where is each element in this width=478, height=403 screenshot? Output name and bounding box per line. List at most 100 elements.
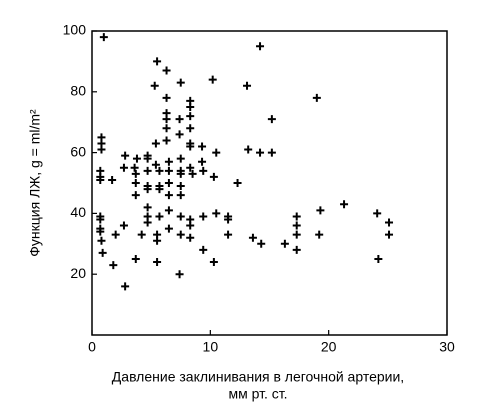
point — [164, 206, 173, 215]
point — [131, 169, 140, 178]
point — [280, 239, 289, 248]
point — [256, 148, 265, 157]
point — [153, 57, 162, 66]
point — [108, 175, 117, 184]
point — [143, 154, 152, 163]
point — [162, 115, 171, 124]
point — [119, 221, 128, 230]
point — [151, 160, 160, 169]
point — [162, 66, 171, 75]
y-axis-label: Функция ЛЖ, g = ml/m² — [27, 109, 43, 257]
point — [155, 166, 164, 175]
point — [162, 136, 171, 145]
point — [164, 157, 173, 166]
point — [175, 270, 184, 279]
point — [176, 191, 185, 200]
point — [99, 33, 108, 42]
point — [175, 115, 184, 124]
point — [199, 245, 208, 254]
point — [175, 130, 184, 139]
point — [162, 93, 171, 102]
point — [131, 191, 140, 200]
y-tick-label: 60 — [70, 143, 86, 159]
point — [186, 112, 195, 121]
point — [373, 209, 382, 218]
point — [164, 224, 173, 233]
point — [186, 221, 195, 230]
x-axis-label: мм рт. ст. — [228, 386, 287, 402]
point — [374, 255, 383, 263]
point — [186, 142, 195, 151]
point — [164, 191, 173, 200]
point — [153, 236, 162, 245]
point — [176, 182, 185, 191]
point — [162, 124, 171, 133]
x-tick-label: 0 — [88, 339, 96, 355]
x-axis-label: Давление заклинивания в легочной артерии… — [112, 369, 404, 385]
point — [164, 179, 173, 187]
point — [199, 212, 208, 221]
x-tick-label: 30 — [439, 339, 455, 355]
x-tick-label: 20 — [321, 339, 337, 355]
point — [132, 154, 141, 163]
point — [130, 163, 139, 172]
point — [137, 230, 146, 239]
point — [224, 215, 233, 224]
point — [121, 282, 130, 291]
point — [176, 230, 185, 239]
point — [96, 175, 105, 184]
point — [176, 78, 185, 87]
point — [150, 81, 159, 90]
point — [257, 239, 266, 248]
point — [199, 166, 208, 175]
plot-frame — [91, 30, 448, 336]
point — [176, 154, 185, 163]
point — [312, 93, 321, 102]
point — [292, 221, 301, 230]
point — [155, 212, 164, 221]
point — [119, 163, 128, 172]
point — [153, 258, 162, 267]
point — [143, 203, 152, 212]
point — [340, 200, 349, 209]
point — [209, 258, 218, 267]
point — [131, 255, 140, 263]
point — [243, 81, 252, 90]
point — [292, 230, 301, 239]
point — [98, 248, 107, 257]
point — [188, 169, 197, 178]
y-tick-label: 80 — [70, 83, 86, 99]
point — [385, 230, 394, 239]
point — [121, 151, 130, 160]
point — [155, 185, 164, 194]
point — [186, 103, 195, 111]
point — [224, 230, 233, 239]
point — [385, 218, 394, 227]
point — [186, 124, 195, 133]
point — [212, 209, 221, 218]
point — [143, 166, 152, 175]
point — [244, 145, 253, 154]
point — [267, 148, 276, 157]
point — [96, 227, 105, 236]
point — [186, 233, 195, 242]
point — [316, 206, 325, 215]
point — [209, 172, 218, 181]
point — [131, 179, 140, 187]
point — [315, 230, 324, 239]
point — [97, 236, 106, 245]
point — [292, 212, 301, 221]
point — [151, 139, 160, 148]
point — [176, 169, 185, 178]
point — [212, 148, 221, 157]
point — [292, 245, 301, 254]
x-tick-label: 10 — [203, 339, 219, 355]
point — [143, 185, 152, 194]
point — [267, 115, 276, 124]
point — [198, 157, 207, 166]
point — [96, 215, 105, 224]
point — [248, 233, 257, 242]
y-tick-label: 100 — [63, 22, 87, 38]
point — [186, 163, 195, 172]
